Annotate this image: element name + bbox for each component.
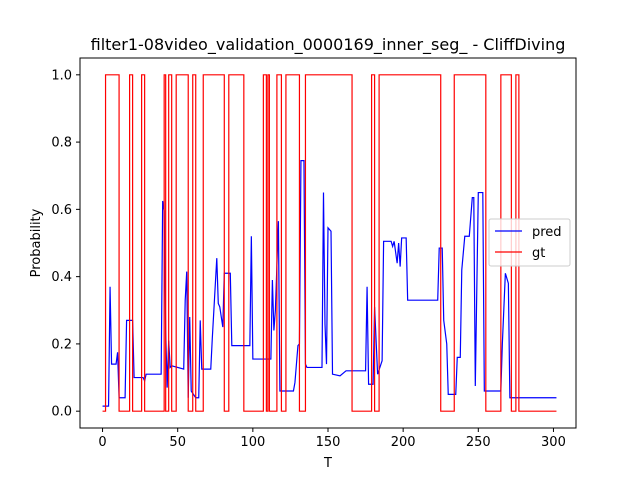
legend: pred gt xyxy=(488,218,571,267)
legend-label-gt: gt xyxy=(532,246,545,261)
x-tick-label: 100 xyxy=(240,435,265,450)
y-tick-label: 1.0 xyxy=(51,68,72,83)
chart-title: filter1-08video_validation_0000169_inner… xyxy=(91,35,566,55)
x-tick-label: 300 xyxy=(541,435,566,450)
x-tick-label: 200 xyxy=(391,435,416,450)
y-tick-label: 0.4 xyxy=(51,270,72,285)
y-tick-label: 0.8 xyxy=(51,136,72,151)
x-tick-label: 50 xyxy=(169,435,186,450)
series-layer xyxy=(102,74,557,412)
series-line-pred xyxy=(102,159,557,407)
y-axis-label: Probability xyxy=(29,208,44,277)
series-line-gt xyxy=(102,74,557,412)
x-axis: 0 50 100 150 200 250 300 xyxy=(98,428,566,450)
y-axis: 0.0 0.2 0.4 0.6 0.8 1.0 xyxy=(51,68,80,420)
y-tick-label: 0.2 xyxy=(51,337,72,352)
x-tick-label: 250 xyxy=(466,435,491,450)
x-tick-label: 0 xyxy=(98,435,106,450)
y-tick-label: 0.0 xyxy=(51,405,72,420)
y-tick-label: 0.6 xyxy=(51,203,72,218)
x-tick-label: 150 xyxy=(316,435,341,450)
legend-label-pred: pred xyxy=(532,225,562,240)
x-axis-label: T xyxy=(323,456,332,471)
